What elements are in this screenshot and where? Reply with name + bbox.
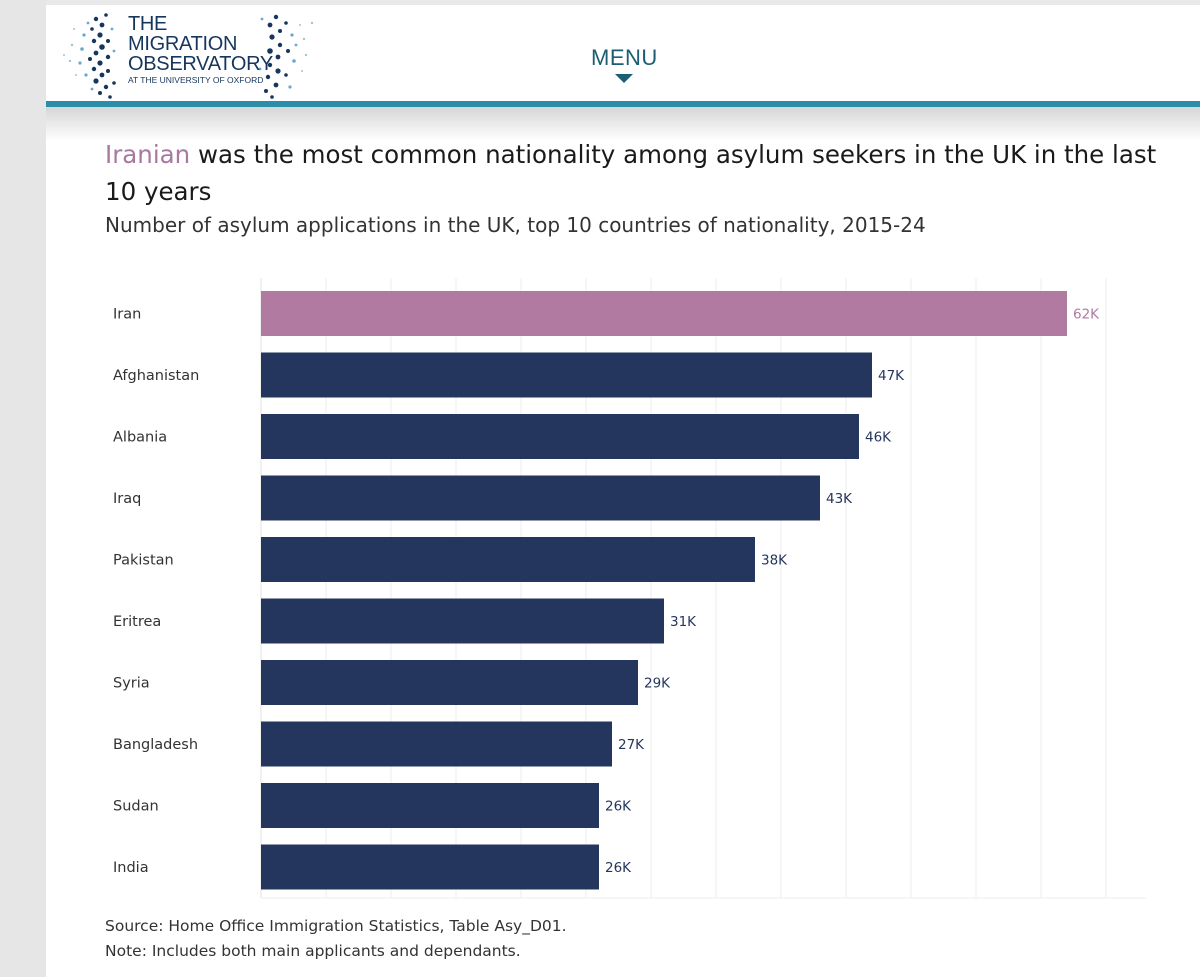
logo-line-3: OBSERVATORY <box>128 53 273 75</box>
menu-label: MENU <box>591 45 658 70</box>
menu-button[interactable]: MENU <box>591 45 657 83</box>
chart-title-rest: was the most common nationality among as… <box>105 140 1157 206</box>
chart-title: Iranian was the most common nationality … <box>105 136 1165 210</box>
category-label: Syria <box>113 676 150 692</box>
bar-iraq <box>261 475 820 521</box>
bar-syria <box>261 660 638 705</box>
value-label: 46K <box>865 430 892 446</box>
category-label: Bangladesh <box>113 737 198 753</box>
chevron-down-icon <box>615 74 633 83</box>
migration-observatory-logo[interactable]: THE MIGRATION OBSERVATORY AT THE UNIVERS… <box>56 5 326 105</box>
category-label: Iraq <box>113 491 141 507</box>
bar-iran <box>261 291 1067 336</box>
logo-wordmark: THE MIGRATION OBSERVATORY AT THE UNIVERS… <box>128 14 273 86</box>
value-label: 43K <box>826 491 853 507</box>
value-label: 26K <box>605 860 632 876</box>
top-strip <box>46 0 1200 5</box>
site-header: THE MIGRATION OBSERVATORY AT THE UNIVERS… <box>46 5 1200 101</box>
value-label: 27K <box>618 737 645 753</box>
chart-title-highlight: Iranian <box>105 140 191 169</box>
bar-bangladesh <box>261 721 612 767</box>
chart-footnotes: Source: Home Office Immigration Statisti… <box>105 914 567 964</box>
value-label: 38K <box>761 553 788 569</box>
value-label: 47K <box>878 368 905 384</box>
bar-india <box>261 844 599 890</box>
bar-chart: Iran 62K Afghanistan 47K Albania 46K Iraq 43K Pa… <box>113 278 1146 899</box>
logo-dots-graphic <box>63 13 314 99</box>
logo-line-1: THE <box>128 13 168 35</box>
category-label: India <box>113 860 149 876</box>
value-label: 31K <box>670 614 697 630</box>
category-label: Eritrea <box>113 614 161 630</box>
logo-subline: AT THE UNIVERSITY OF OXFORD <box>128 75 264 85</box>
logo-line-2: MIGRATION <box>128 33 238 55</box>
page: THE MIGRATION OBSERVATORY AT THE UNIVERS… <box>46 0 1200 977</box>
value-label: 62K <box>1073 307 1100 323</box>
value-label: 26K <box>605 799 632 815</box>
bar-albania <box>261 414 859 459</box>
bar-sudan <box>261 783 599 828</box>
dependants-note: Note: Includes both main applicants and … <box>105 942 521 960</box>
category-label: Afghanistan <box>113 368 199 384</box>
category-label: Albania <box>113 430 167 446</box>
chart-subtitle: Number of asylum applications in the UK,… <box>105 213 926 237</box>
category-label: Sudan <box>113 799 159 815</box>
category-label: Iran <box>113 307 141 323</box>
bar-afghanistan <box>261 352 872 398</box>
source-note: Source: Home Office Immigration Statisti… <box>105 917 567 935</box>
category-label: Pakistan <box>113 553 174 569</box>
header-shadow <box>46 107 1200 141</box>
bar-eritrea <box>261 598 664 644</box>
value-label: 29K <box>644 676 671 692</box>
bar-pakistan <box>261 537 755 582</box>
header-accent-line <box>46 101 1200 107</box>
